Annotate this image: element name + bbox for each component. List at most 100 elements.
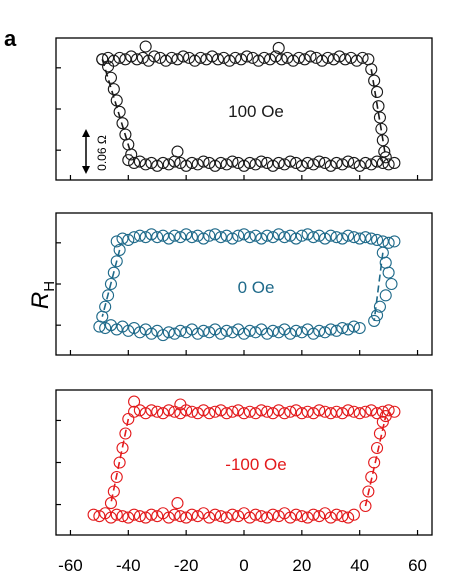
data-point <box>370 441 384 455</box>
data-point <box>119 53 132 66</box>
data-point <box>214 404 227 417</box>
data-point <box>342 323 355 336</box>
data-point <box>336 321 349 335</box>
data-point <box>209 228 222 241</box>
data-point <box>139 158 152 171</box>
data-point <box>252 54 265 67</box>
data-point <box>122 511 135 524</box>
data-point <box>298 53 311 66</box>
data-point <box>281 51 294 64</box>
data-point <box>336 407 349 420</box>
data-point <box>113 51 126 64</box>
data-point <box>203 326 216 339</box>
x-tick-label: -40 <box>116 556 141 575</box>
data-point <box>350 54 363 67</box>
data-point <box>342 404 355 417</box>
data-point <box>168 508 181 521</box>
data-point <box>128 508 141 521</box>
data-point <box>151 231 164 244</box>
data-point <box>243 231 256 244</box>
data-point <box>104 277 118 291</box>
data-point <box>330 508 343 521</box>
data-point <box>353 232 366 245</box>
data-point <box>336 232 349 245</box>
data-point <box>122 412 135 426</box>
data-point <box>353 407 366 420</box>
data-point <box>266 508 279 521</box>
data-point <box>301 405 314 418</box>
data-point <box>214 327 227 340</box>
data-point <box>151 405 164 418</box>
data-point <box>185 508 198 521</box>
data-point <box>376 415 389 428</box>
data-point <box>113 243 126 256</box>
data-point <box>119 427 132 440</box>
data-point <box>174 324 187 337</box>
data-point <box>171 145 184 158</box>
data-point <box>304 50 317 63</box>
data-point <box>165 51 178 64</box>
data-point <box>318 232 332 245</box>
data-point <box>197 324 210 337</box>
data-point <box>290 508 303 521</box>
data-point <box>162 511 175 524</box>
data-point <box>99 321 112 335</box>
data-point <box>368 74 381 87</box>
data-point <box>272 326 285 339</box>
data-point <box>284 327 297 340</box>
data-point <box>104 71 118 84</box>
x-axis: -60 -40 -20 0 20 40 60 <box>58 556 427 575</box>
y-axis-label-sub: H <box>41 281 58 292</box>
switching-dash <box>110 418 130 504</box>
x-tick-label: 0 <box>239 556 248 575</box>
data-point <box>243 405 256 418</box>
data-point <box>191 407 204 420</box>
data-point <box>365 232 378 245</box>
data-point <box>125 148 138 161</box>
data-point <box>194 51 207 64</box>
data-point <box>125 50 138 63</box>
data-point <box>316 54 329 67</box>
data-point <box>313 510 326 523</box>
data-point <box>197 155 210 168</box>
data-point <box>197 404 210 417</box>
data-point <box>266 159 279 172</box>
data-point <box>347 405 360 418</box>
data-point <box>324 229 337 242</box>
data-point <box>226 232 239 245</box>
data-point <box>174 510 187 523</box>
data-point <box>290 232 303 245</box>
data-point <box>382 404 395 417</box>
data-point <box>220 407 233 420</box>
data-point <box>313 155 326 168</box>
data-point <box>110 508 123 521</box>
data-point <box>269 50 282 63</box>
data-point <box>255 510 268 523</box>
data-point <box>168 229 181 242</box>
data-point <box>261 405 274 418</box>
data-point <box>139 511 152 524</box>
data-point <box>110 323 123 336</box>
data-point <box>284 229 297 242</box>
data-point <box>272 41 285 54</box>
data-point <box>318 326 332 339</box>
data-point <box>261 156 274 170</box>
data-point <box>180 326 193 339</box>
data-point <box>168 327 181 340</box>
data-point <box>116 117 129 130</box>
data-point <box>214 231 227 244</box>
data-point <box>292 51 306 64</box>
data-point <box>162 232 175 245</box>
data-point <box>290 156 303 170</box>
data-point <box>272 156 285 170</box>
scale-bar-label: 0.06 Ω <box>95 135 109 171</box>
data-point <box>307 407 320 420</box>
data-point <box>180 228 193 241</box>
data-point <box>295 159 308 172</box>
data-point <box>177 50 190 63</box>
data-point <box>333 50 346 63</box>
data-point <box>220 324 233 337</box>
data-point <box>122 324 135 337</box>
data-point <box>249 158 262 171</box>
